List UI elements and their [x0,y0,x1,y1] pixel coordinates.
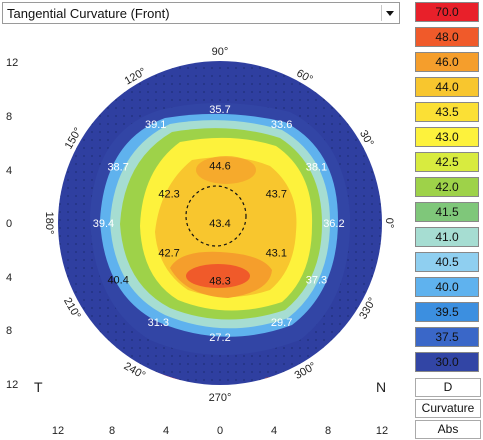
scale-swatch: 37.5 [415,327,479,347]
curvature-value: 42.3 [158,189,179,201]
x-tick-label: 8 [325,425,331,437]
temporal-label: T [34,379,43,395]
scale-swatch: 43.0 [415,127,479,147]
curvature-value: 27.2 [209,332,230,344]
angle-label: 90° [212,46,229,58]
curvature-value: 42.7 [158,247,179,259]
y-tick-label: 12 [6,57,18,69]
map-type-value: Tangential Curvature (Front) [7,6,170,21]
x-tick-label: 0 [217,425,223,437]
scale-swatch: 46.0 [415,52,479,72]
curvature-value: 36.2 [323,218,344,230]
curvature-value: 33.6 [271,119,292,131]
y-tick-label: 12 [6,379,18,391]
y-tick-label: 4 [6,272,12,284]
curvature-value: 43.4 [209,218,230,230]
x-tick-label: 12 [376,425,388,437]
curvature-value: 40.4 [107,274,128,286]
curvature-value: 38.1 [306,162,327,174]
pupil-outline [185,185,247,247]
color-scale-legend: 70.0 48.0 46.0 44.0 43.5 43.0 42.5 42.0 41.5 41.0… [415,0,481,440]
y-tick-label: 8 [6,325,12,337]
scale-swatch: 44.0 [415,77,479,97]
scale-type: Abs [415,420,481,439]
scale-swatch: 30.0 [415,352,479,372]
curvature-value: 43.7 [266,189,287,201]
angle-label: 180° [43,212,55,235]
curvature-value: 39.1 [145,119,166,131]
curvature-value: 39.4 [93,218,114,230]
scale-swatch: 48.0 [415,27,479,47]
nasal-label: N [376,379,386,395]
curvature-value: 37.3 [306,274,327,286]
x-tick-label: 4 [163,425,169,437]
scale-swatch: 42.0 [415,177,479,197]
scale-swatch: 41.5 [415,202,479,222]
angle-label: 270° [209,392,232,404]
scale-mode: Curvature [415,399,481,418]
y-tick-label: 0 [6,218,12,230]
chevron-down-icon[interactable] [381,5,397,21]
curvature-value: 38.7 [107,162,128,174]
x-tick-label: 8 [109,425,115,437]
scale-swatch: 40.0 [415,277,479,297]
curvature-value: 29.7 [271,317,292,329]
curvature-value: 48.3 [209,276,230,288]
curvature-value: 31.3 [148,317,169,329]
scale-swatch: 70.0 [415,2,479,22]
map-type-dropdown[interactable]: Tangential Curvature (Front) [2,2,400,24]
y-tick-label: 8 [6,111,12,123]
scale-swatch: 40.5 [415,252,479,272]
y-tick-label: 4 [6,165,12,177]
topography-map: 90°60°30°0°330°300°270°240°210°180°150°1… [6,46,395,437]
scale-swatch: 42.5 [415,152,479,172]
x-tick-label: 12 [52,425,64,437]
curvature-value: 43.1 [266,247,287,259]
curvature-value: 35.7 [209,104,230,116]
x-tick-label: 4 [271,425,277,437]
scale-swatch: 41.0 [415,227,479,247]
scale-swatch: 43.5 [415,102,479,122]
scale-unit: D [415,378,481,397]
angle-label: 0° [383,218,395,229]
scale-swatch: 39.5 [415,302,479,322]
curvature-value: 44.6 [209,160,230,172]
